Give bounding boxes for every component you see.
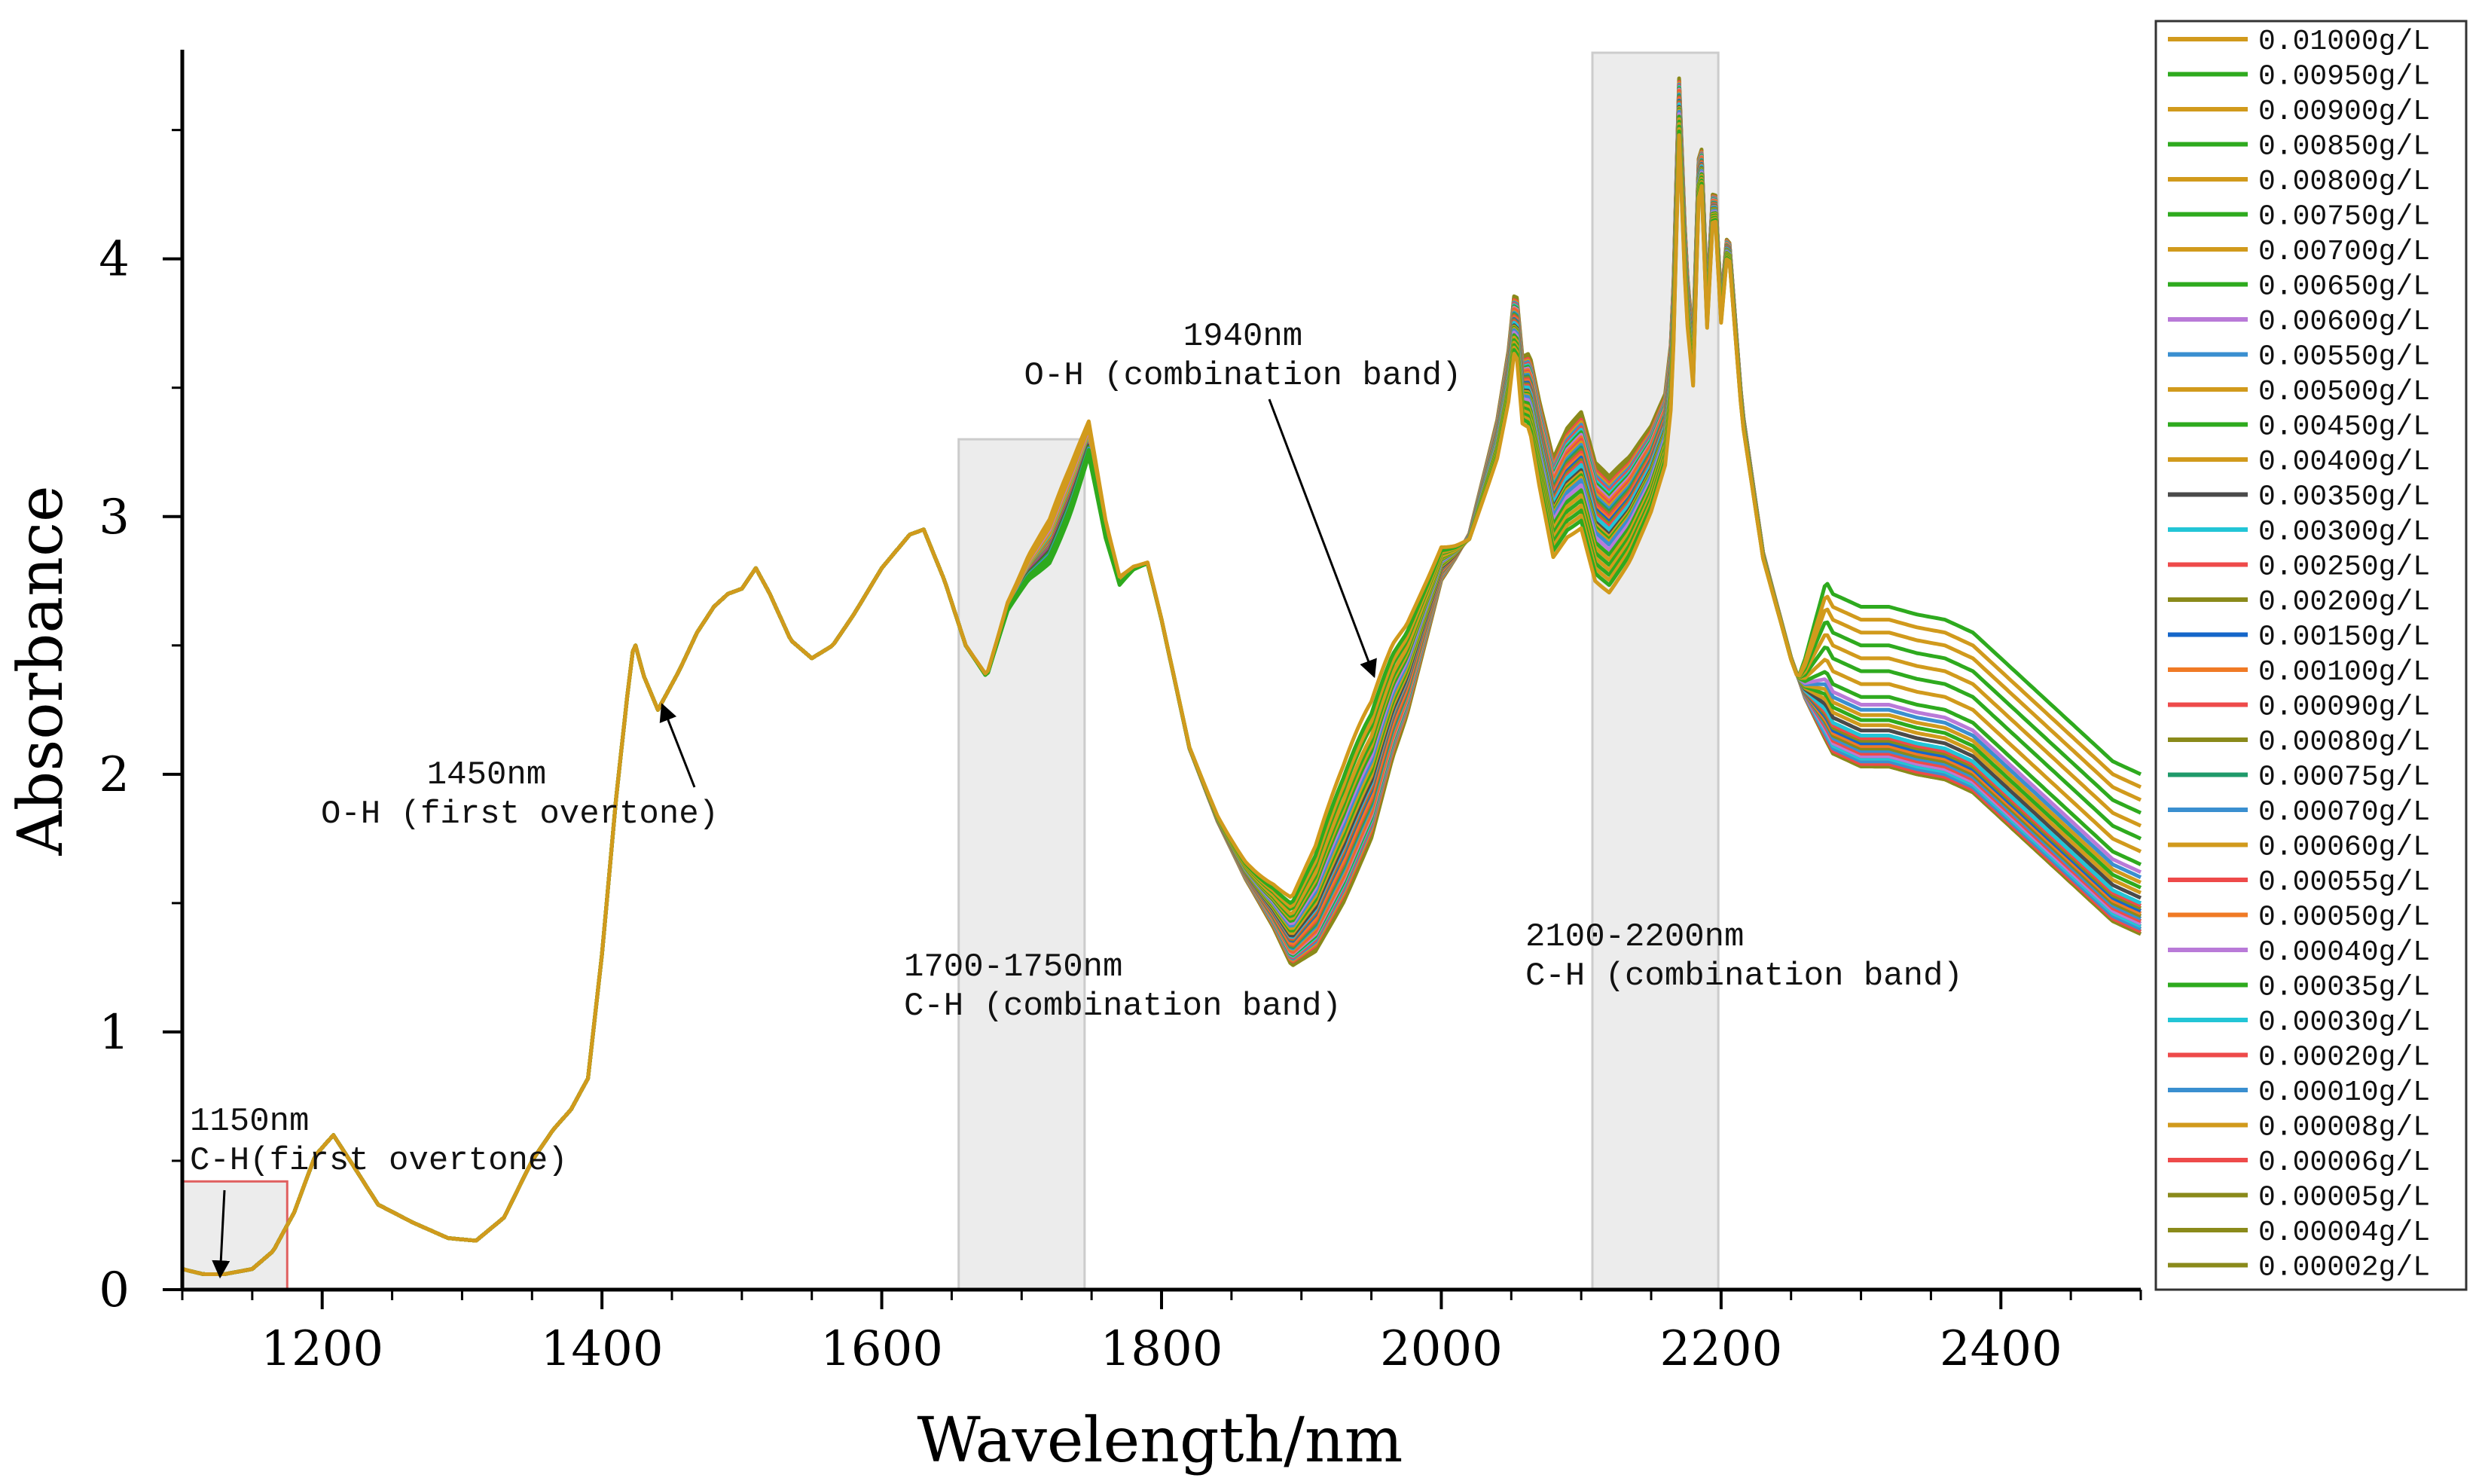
series-line-8 <box>182 115 2142 1276</box>
legend-label: 0.00005g/L <box>2258 1182 2430 1214</box>
annotation-5-line-1: 2100-2200nm <box>1525 918 1744 956</box>
legend-box <box>2154 20 2468 1291</box>
series-line-22 <box>182 93 2142 1276</box>
legend-label: 0.00035g/L <box>2258 972 2430 1004</box>
legend-label: 0.00004g/L <box>2258 1217 2430 1249</box>
series-line-19 <box>182 97 2142 1276</box>
x-tick-label: 1200 <box>261 1321 383 1377</box>
annotation-1-line-2: C-H(first overtone) <box>190 1142 568 1180</box>
annotation-arrow-2 <box>659 703 696 788</box>
legend-label: 0.00400g/L <box>2258 446 2430 478</box>
legend-label: 0.00700g/L <box>2258 236 2430 268</box>
x-tick-label: 2000 <box>1380 1321 1503 1377</box>
series-line-29 <box>182 84 2142 1276</box>
legend-label: 0.00150g/L <box>2258 621 2430 654</box>
legend-label: 0.00100g/L <box>2258 656 2430 689</box>
y-tick-label: 1 <box>99 1005 130 1061</box>
legend-label: 0.00040g/L <box>2258 936 2430 969</box>
legend-label: 0.00650g/L <box>2258 271 2430 304</box>
annotation-1-line-1: 1150nm <box>190 1103 309 1140</box>
legend-label: 0.00020g/L <box>2258 1042 2430 1074</box>
annotation-5-line-2: C-H (combination band) <box>1525 957 1963 995</box>
legend-label: 0.00070g/L <box>2258 796 2430 829</box>
x-tick-label: 2400 <box>1940 1321 2062 1377</box>
series-line-20 <box>182 96 2142 1276</box>
legend-label: 0.00500g/L <box>2258 376 2430 408</box>
x-tick-label: 1600 <box>820 1321 943 1377</box>
legend-label: 0.00250g/L <box>2258 551 2430 584</box>
shaded-regions <box>181 51 1720 1291</box>
x-axis-title: Wavelength/nm <box>917 1405 1403 1476</box>
legend-label: 0.00002g/L <box>2258 1252 2430 1284</box>
series-line-26 <box>182 88 2142 1276</box>
legend-label: 0.00300g/L <box>2258 516 2430 548</box>
legend-label: 0.00010g/L <box>2258 1076 2430 1109</box>
legend-label: 0.00600g/L <box>2258 306 2430 338</box>
legend-label: 0.00060g/L <box>2258 832 2430 864</box>
axes: 1200 1400 1600 1800 2000 2200 2400 0 1 2 3 4 <box>99 50 2142 1377</box>
y-tick-label: 0 <box>99 1263 130 1318</box>
legend-label: 0.00090g/L <box>2258 692 2430 724</box>
y-tick-label: 3 <box>99 490 130 545</box>
annotation-3-line-2: C-H (combination band) <box>904 988 1342 1025</box>
series-line-21 <box>182 95 2142 1276</box>
spectra-lines <box>182 76 2142 1276</box>
x-tick-label: 2200 <box>1659 1321 1782 1377</box>
annotation-arrow-4 <box>1268 398 1377 679</box>
shaded-region-3 <box>1591 51 1720 1291</box>
annotation-2-line-1: 1450nm <box>427 756 546 794</box>
legend-label: 0.00200g/L <box>2258 586 2430 618</box>
series-line-18 <box>182 99 2142 1276</box>
legend-label: 0.00008g/L <box>2258 1112 2430 1144</box>
series-line-9 <box>182 112 2142 1276</box>
annotation-4-line-2: O-H (combination band) <box>1024 357 1462 395</box>
annotation-arrow-1 <box>212 1189 230 1279</box>
legend-label: 0.00075g/L <box>2258 762 2430 794</box>
annotation-3-line-1: 1700-1750nm <box>904 948 1122 986</box>
legend-label: 0.00350g/L <box>2258 481 2430 514</box>
legend-label: 0.00800g/L <box>2258 166 2430 198</box>
series-line-10 <box>182 109 2142 1276</box>
legend-label: 0.00080g/L <box>2258 726 2430 759</box>
legend-label: 0.00055g/L <box>2258 866 2430 899</box>
legend-label: 0.00950g/L <box>2258 61 2430 93</box>
y-axis-title: Absorbance <box>5 486 77 857</box>
annotation-4-line-1: 1940nm <box>1183 318 1302 356</box>
legend-label: 0.01000g/L <box>2258 26 2430 58</box>
annotation-2-line-2: O-H (first overtone) <box>321 795 719 833</box>
legend-label: 0.00850g/L <box>2258 131 2430 163</box>
legend-label: 0.00006g/L <box>2258 1147 2430 1179</box>
legend-label: 0.00900g/L <box>2258 96 2430 128</box>
x-tick-label: 1400 <box>541 1321 664 1377</box>
series-line-1 <box>182 133 2142 1276</box>
legend-label: 0.00550g/L <box>2258 341 2430 374</box>
series-line-30 <box>182 84 2142 1276</box>
y-tick-label: 4 <box>99 232 130 288</box>
legend-label: 0.00030g/L <box>2258 1006 2430 1039</box>
legend-label: 0.00750g/L <box>2258 201 2430 234</box>
series-line-24 <box>182 91 2142 1276</box>
series-line-23 <box>182 92 2142 1276</box>
x-tick-label: 1800 <box>1101 1321 1223 1377</box>
series-line-25 <box>182 90 2142 1276</box>
legend: 0.01000g/L0.00950g/L0.00900g/L0.00850g/L… <box>2154 20 2468 1291</box>
legend-label: 0.00450g/L <box>2258 411 2430 444</box>
series-line-28 <box>182 86 2142 1276</box>
y-tick-label: 2 <box>99 747 130 803</box>
legend-label: 0.00050g/L <box>2258 902 2430 934</box>
series-line-27 <box>182 87 2142 1276</box>
series-line-17 <box>182 99 2142 1276</box>
